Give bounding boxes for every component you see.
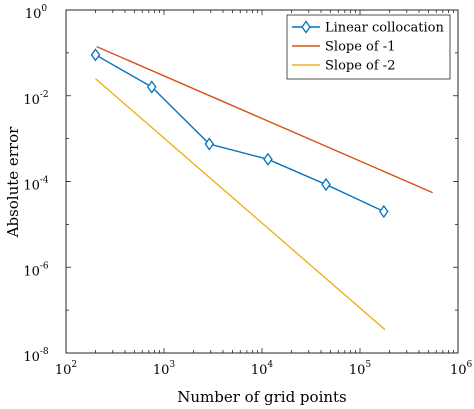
y-tick-label-base: 10 — [23, 350, 40, 365]
x-tick-label-base: 10 — [349, 363, 366, 378]
y-tick-label-exponent: -4 — [40, 176, 49, 186]
series-layer — [90, 45, 433, 331]
y-tick-label: 10-8 — [23, 347, 49, 365]
y-axis-label: Absolute error — [4, 126, 22, 239]
x-tick-label-exponent: 4 — [267, 360, 273, 370]
x-tick-label-exponent: 3 — [169, 360, 175, 370]
y-tick-label-exponent: 0 — [41, 4, 47, 14]
series-line — [95, 54, 385, 213]
y-tick-label: 100 — [25, 4, 48, 22]
x-tick-label: 104 — [251, 360, 274, 378]
legend-entry-label: Linear collocation — [325, 21, 444, 36]
y-tick-label-base: 10 — [23, 264, 40, 279]
series-1 — [90, 48, 389, 219]
legend-entry-label: Slope of -2 — [325, 59, 395, 74]
x-tick-label-base: 10 — [153, 363, 170, 378]
series-line — [96, 45, 433, 194]
y-tick-label-base: 10 — [25, 7, 42, 22]
x-tick-label-base: 10 — [251, 363, 268, 378]
x-tick-label: 106 — [450, 360, 473, 378]
data-point-marker — [204, 137, 215, 151]
x-tick-label-base: 10 — [450, 363, 467, 378]
data-point-marker — [263, 152, 273, 166]
x-tick-label: 103 — [153, 360, 176, 378]
x-tick-label-exponent: 5 — [365, 360, 371, 370]
x-tick-label-base: 10 — [55, 363, 72, 378]
y-tick-label: 10-4 — [23, 176, 49, 194]
y-tick-label-exponent: -2 — [40, 90, 49, 100]
x-tick-label-exponent: 2 — [71, 360, 77, 370]
x-tick-label: 102 — [55, 360, 77, 378]
x-tick-label-exponent: 6 — [467, 360, 473, 370]
series-2 — [96, 45, 433, 194]
data-point-marker — [379, 204, 389, 219]
y-tick-label-exponent: -6 — [40, 261, 49, 271]
legend-entry-label: Slope of -1 — [325, 40, 395, 55]
y-tick-label-exponent: -8 — [40, 347, 49, 357]
x-tick-label: 105 — [349, 360, 372, 378]
data-point-marker — [90, 48, 101, 62]
y-tick-label-base: 10 — [23, 93, 40, 108]
data-point-marker — [146, 80, 157, 94]
series-3 — [95, 78, 386, 331]
legend-box — [286, 14, 451, 80]
y-tick-label: 10-6 — [23, 261, 49, 279]
legend-marker — [301, 20, 311, 34]
x-axis-label: Number of grid points — [177, 388, 347, 406]
series-line — [95, 78, 386, 331]
y-tick-label-base: 10 — [23, 179, 40, 194]
data-point-marker — [321, 177, 331, 192]
legend: Linear collocation Slope of -1 Slope of -2 — [286, 14, 451, 80]
y-tick-label: 10-2 — [23, 90, 48, 108]
